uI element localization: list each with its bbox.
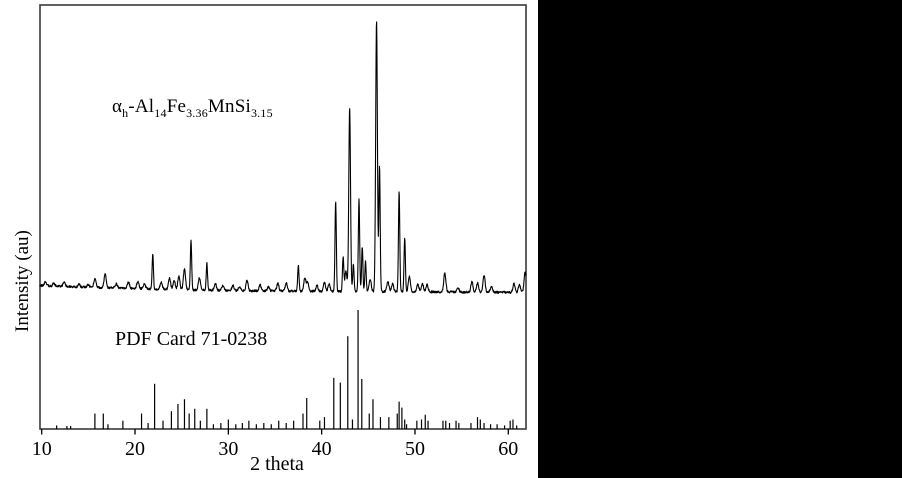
formula-subscript: 3.15 bbox=[250, 106, 273, 120]
x-tick-label: 50 bbox=[404, 438, 425, 460]
formula-text: -Al bbox=[128, 96, 155, 117]
formula-text: MnSi bbox=[207, 96, 251, 117]
x-tick-label: 30 bbox=[218, 438, 239, 460]
x-tick-label: 60 bbox=[498, 438, 519, 460]
x-axis-label: 2 theta bbox=[250, 453, 304, 475]
x-tick-label: 10 bbox=[31, 438, 52, 460]
xrd-chart-canvas bbox=[39, 4, 527, 435]
formula-annotation: αh-Al14Fe3.36MnSi3.15 bbox=[112, 96, 273, 121]
formula-text: Fe bbox=[166, 96, 187, 117]
y-axis-label: Intensity (au) bbox=[12, 230, 33, 332]
x-tick-label: 20 bbox=[125, 438, 146, 460]
formula-text: α bbox=[112, 96, 123, 117]
pdf-card-annotation: PDF Card 71-0238 bbox=[115, 328, 268, 350]
formula-subscript: h bbox=[122, 106, 129, 120]
formula-subscript: 14 bbox=[154, 106, 167, 120]
x-tick-label: 40 bbox=[311, 438, 332, 460]
right-black-panel bbox=[538, 0, 902, 478]
formula-subscript: 3.36 bbox=[186, 106, 208, 120]
